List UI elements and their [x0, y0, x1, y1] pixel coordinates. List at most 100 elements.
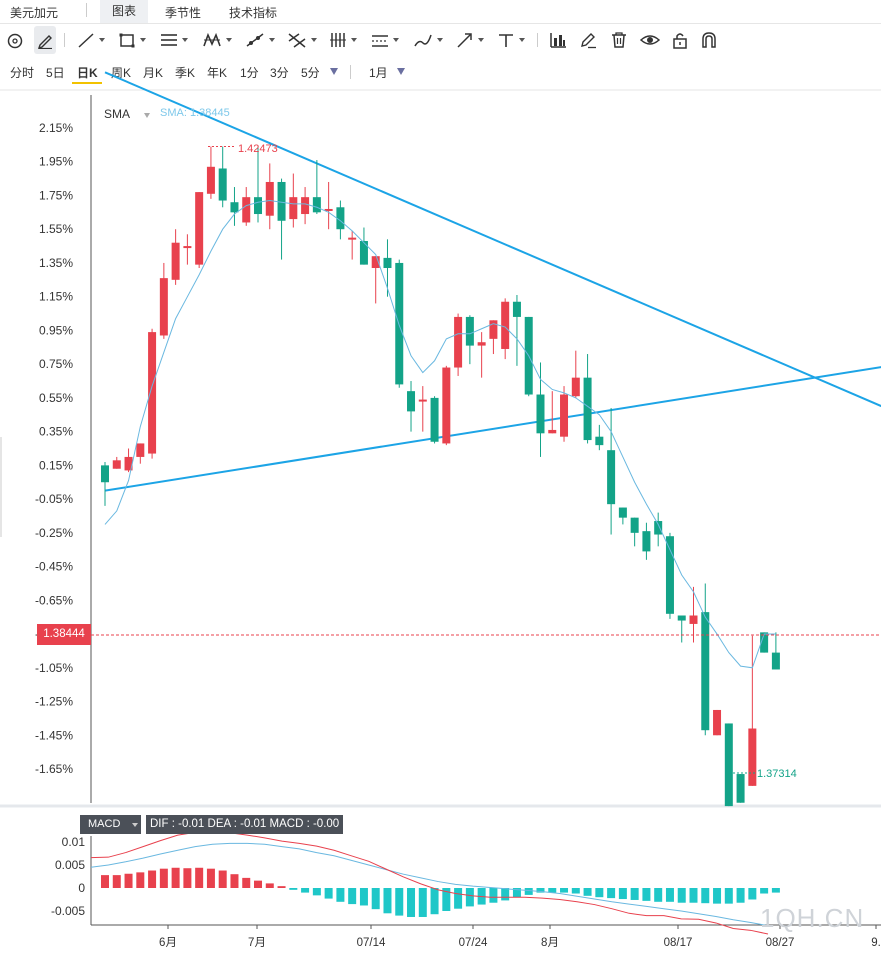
- y-tick-label: 0.55%: [39, 391, 73, 405]
- macd-histogram-bar: [548, 888, 557, 893]
- macd-histogram-bar: [159, 868, 168, 888]
- candle-body: [124, 456, 133, 471]
- candle-body: [312, 197, 321, 213]
- macd-histogram-bar: [383, 888, 392, 914]
- candle-body: [136, 443, 145, 457]
- y-tick-label: -0.25%: [35, 526, 73, 540]
- magnet-icon[interactable]: [700, 26, 718, 54]
- macd-histogram-bar: [524, 888, 533, 895]
- ray-tool-icon[interactable]: [245, 26, 275, 54]
- symbol-title[interactable]: 美元加元: [10, 6, 59, 20]
- macd-histogram-bar: [654, 888, 663, 902]
- x-tick-label: 6月: [159, 937, 177, 949]
- watermark: 1QH.CN: [760, 903, 865, 933]
- period-5min[interactable]: 5分: [301, 66, 320, 80]
- period-daily[interactable]: 日K: [77, 66, 98, 80]
- eye-icon[interactable]: [640, 26, 660, 54]
- drawing-toolbar: [0, 26, 881, 54]
- period-1min[interactable]: 1分: [240, 66, 259, 80]
- candle-body: [583, 377, 592, 441]
- y-tick-label: 0.15%: [39, 458, 73, 472]
- more-periods-dropdown-icon[interactable]: [330, 68, 338, 75]
- rectangle-tool-icon[interactable]: [118, 26, 146, 54]
- y-tick-label: -1.05%: [35, 661, 73, 675]
- x-tick-label: 07/14: [357, 937, 386, 949]
- y-tick-label: -1.45%: [35, 728, 73, 742]
- y-tick-label: 0.35%: [39, 425, 73, 439]
- macd-dropdown-icon[interactable]: [132, 823, 138, 827]
- macd-histogram-bar: [630, 888, 639, 900]
- candle-body: [418, 399, 427, 402]
- x-tick-label: 07/24: [459, 937, 488, 949]
- candle-body: [254, 197, 263, 215]
- macd-selector[interactable]: MACD: [80, 815, 141, 834]
- macd-histogram-bar: [371, 888, 380, 910]
- divider: [350, 65, 351, 79]
- macd-histogram-bar: [583, 888, 592, 896]
- range-dropdown-icon[interactable]: [397, 68, 405, 75]
- range-selector[interactable]: 1月: [369, 66, 388, 80]
- channel-tool-icon[interactable]: [371, 26, 399, 54]
- pen-cursor-icon[interactable]: [34, 26, 56, 54]
- macd-histogram-bar: [595, 888, 604, 898]
- macd-histogram-bar: [230, 874, 239, 888]
- vertical-lines-tool-icon[interactable]: [329, 26, 357, 54]
- candle-body: [724, 723, 733, 807]
- macd-histogram-bar: [395, 888, 404, 916]
- cross-lines-tool-icon[interactable]: [287, 26, 317, 54]
- top-tab-bar: 美元加元 图表 季节性 技术指标: [0, 0, 881, 24]
- circle-cursor-icon[interactable]: [6, 26, 24, 54]
- candle-body: [536, 394, 545, 434]
- edit-icon[interactable]: [579, 26, 597, 54]
- sma-dropdown-icon[interactable]: [144, 113, 150, 118]
- candle-body: [512, 301, 521, 317]
- sma-line: [104, 200, 776, 669]
- sma-legend-name[interactable]: SMA: [104, 107, 131, 121]
- divider: [64, 33, 65, 47]
- candle-body: [171, 242, 180, 280]
- macd-histogram-bar: [301, 888, 310, 893]
- macd-histogram-bar: [677, 888, 686, 903]
- brush-tool-icon[interactable]: [413, 26, 443, 54]
- text-tool-icon[interactable]: [497, 26, 525, 54]
- macd-histogram-bar: [336, 888, 345, 902]
- period-monthly[interactable]: 月K: [143, 66, 164, 80]
- candle-body: [383, 257, 392, 269]
- candle-body: [501, 301, 510, 349]
- tab-seasonality[interactable]: 季节性: [165, 6, 202, 20]
- period-3min[interactable]: 3分: [270, 66, 289, 80]
- macd-histogram-bar: [665, 888, 674, 902]
- candle-body: [689, 615, 698, 624]
- period-intraday[interactable]: 分时: [10, 66, 35, 80]
- y-tick-label: 0.95%: [39, 323, 73, 337]
- macd-histogram-bar: [618, 888, 627, 900]
- y-tick-label: -0.65%: [35, 593, 73, 607]
- trash-icon[interactable]: [610, 26, 628, 54]
- macd-histogram-bar: [642, 888, 651, 901]
- candle-body: [430, 397, 439, 442]
- candle-body: [595, 436, 604, 446]
- period-yearly[interactable]: 年K: [207, 66, 228, 80]
- macd-tick-label: -0.005: [51, 904, 85, 918]
- x-tick-label: 7月: [248, 937, 266, 949]
- macd-histogram-bar: [418, 888, 427, 917]
- tab-technical-indicators[interactable]: 技术指标: [229, 6, 278, 20]
- lock-icon[interactable]: [671, 26, 689, 54]
- macd-histogram-bar: [701, 888, 710, 904]
- arrow-tool-icon[interactable]: [456, 26, 484, 54]
- line-tool-icon[interactable]: [77, 26, 105, 54]
- candle-body: [112, 460, 121, 469]
- horizontal-lines-tool-icon[interactable]: [160, 26, 188, 54]
- period-5day[interactable]: 5日: [46, 66, 65, 80]
- tab-chart[interactable]: 图表: [100, 0, 149, 23]
- side-panel-handle[interactable]: [0, 437, 2, 537]
- macd-tick-label: 0.005: [55, 858, 85, 872]
- low-price-label: 1.37314: [757, 768, 797, 780]
- candle-body: [183, 246, 192, 249]
- period-quarterly[interactable]: 季K: [175, 66, 196, 80]
- bar-chart-icon[interactable]: [549, 26, 567, 54]
- candle-body: [560, 394, 569, 437]
- pattern-tool-icon[interactable]: [202, 26, 232, 54]
- candle-body: [195, 192, 204, 265]
